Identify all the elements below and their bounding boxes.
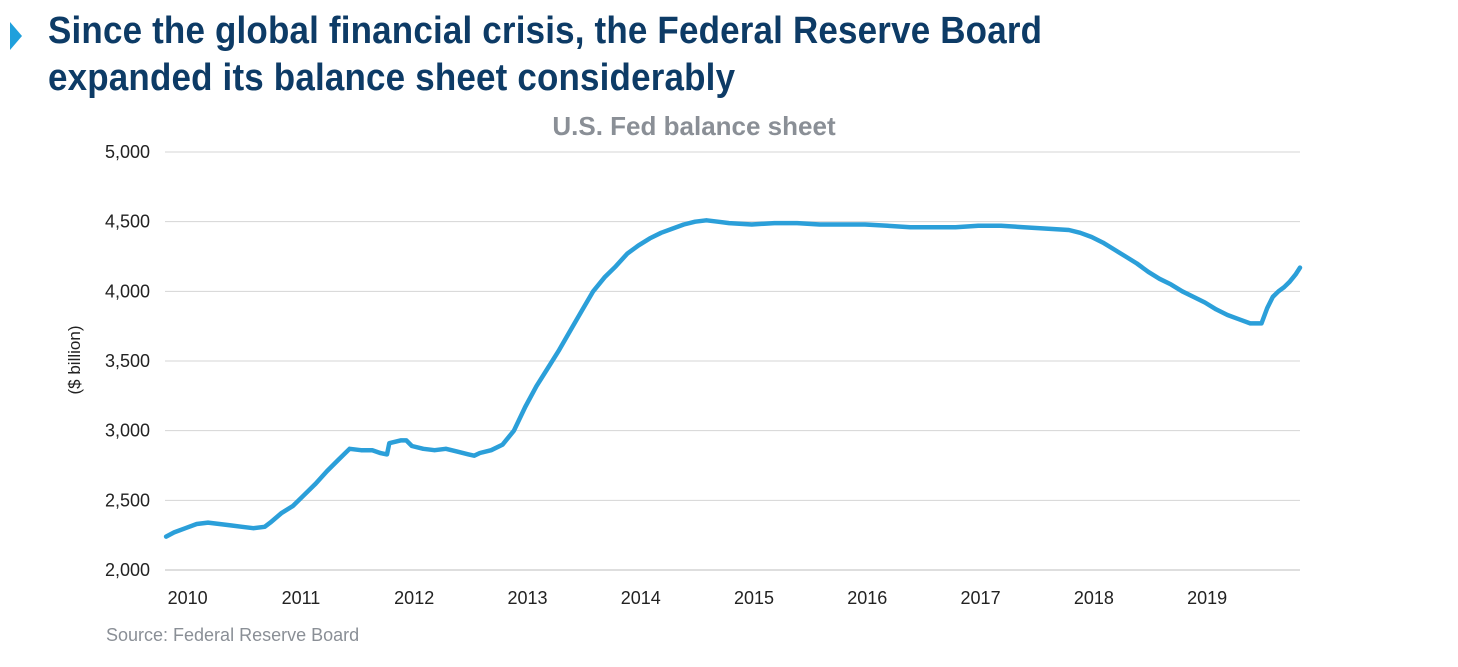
x-tick-label: 2016: [847, 588, 887, 608]
chart-title: U.S. Fed balance sheet: [552, 111, 836, 141]
x-tick-label: 2019: [1187, 588, 1227, 608]
source-note: Source: Federal Reserve Board: [106, 625, 359, 645]
x-axis-ticks: 2010 2011 2012 2013 2014 2015 2016 2017 2018 2019: [168, 588, 1228, 608]
series-line: [163, 218, 1303, 539]
headline-marker-icon: [10, 22, 22, 50]
x-tick-label: 2014: [621, 588, 661, 608]
x-tick-label: 2017: [961, 588, 1001, 608]
headline-block: Since the global financial crisis, the F…: [10, 8, 1450, 108]
y-axis-label: ($ billion): [65, 326, 84, 395]
y-tick-label: 2,500: [105, 490, 150, 510]
y-tick-label: 3,000: [105, 421, 150, 441]
y-axis-ticks: 2,000 2,500 3,000 3,500 4,000 4,500 5,000: [105, 142, 150, 580]
y-tick-label: 4,500: [105, 212, 150, 232]
x-tick-label: 2010: [168, 588, 208, 608]
x-tick-label: 2018: [1074, 588, 1114, 608]
y-tick-label: 2,000: [105, 560, 150, 580]
y-tick-label: 5,000: [105, 142, 150, 162]
x-tick-label: 2013: [507, 588, 547, 608]
x-tick-label: 2015: [734, 588, 774, 608]
x-tick-label: 2011: [282, 588, 321, 608]
headline: Since the global financial crisis, the F…: [48, 10, 1043, 99]
y-tick-label: 3,500: [105, 351, 150, 371]
y-tick-label: 4,000: [105, 281, 150, 301]
x-tick-label: 2012: [394, 588, 434, 608]
gridlines: [165, 151, 1300, 571]
